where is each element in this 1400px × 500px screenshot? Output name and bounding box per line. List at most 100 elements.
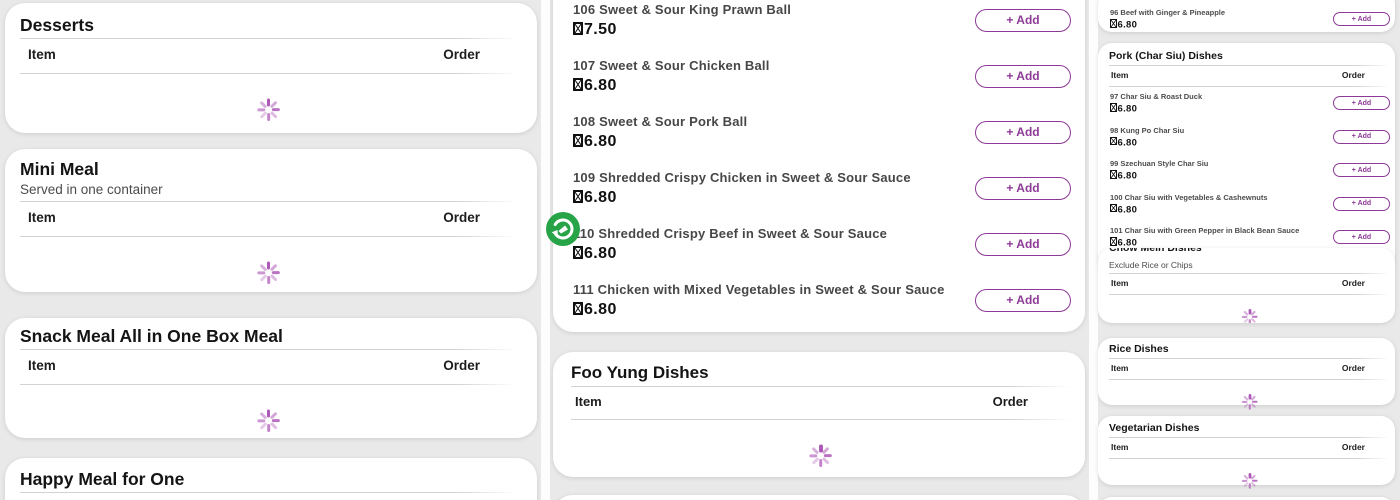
menu-item-row: 108 Sweet & Sour Pork Ball 6.80 + Add [571, 104, 1071, 160]
menu-item-info: 109 Shredded Crispy Chicken in Sweet & S… [573, 170, 911, 207]
item-column-header: Item [28, 358, 56, 373]
column-gap-strip [1089, 0, 1098, 500]
menu-section-card-chow-mein: Chow Mein Dishes Exclude Rice or Chips I… [1098, 248, 1395, 323]
menu-item-name: 96 Beef with Ginger & Pineapple [1110, 8, 1226, 17]
menu-item-name: 109 Shredded Crispy Chicken in Sweet & S… [573, 169, 911, 185]
currency-tofu-glyph [573, 301, 583, 315]
add-to-order-button[interactable]: + Add [975, 8, 1071, 32]
add-to-order-button[interactable]: + Add [1333, 230, 1390, 245]
menu-item-name: 99 Szechuan Style Char Siu [1110, 159, 1209, 168]
menu-item-row: 97 Char Siu & Roast Duck 6.80 + Add [1109, 87, 1390, 121]
loading-spinner-icon [257, 261, 281, 285]
divider [20, 73, 517, 74]
menu-item-name: 111 Chicken with Mixed Vegetables in Swe… [573, 281, 945, 297]
menu-item-row: 107 Sweet & Sour Chicken Ball 6.80 + Add [571, 48, 1071, 104]
divider [20, 349, 517, 350]
divider [1109, 458, 1390, 459]
section-title: Foo Yung Dishes [571, 363, 709, 382]
section-subtitle: Exclude Rice or Chips [1109, 260, 1193, 270]
menu-item-price: 6.80 [1110, 237, 1299, 249]
menu-section-card-sweet-and-sour: 106 Sweet & Sour King Prawn Ball 7.50 + … [553, 0, 1085, 332]
order-column-header: Order [1341, 278, 1365, 288]
add-to-order-button[interactable]: + Add [1333, 196, 1390, 211]
menu-section-card-rice: Rice Dishes Item Order [1098, 338, 1395, 410]
menu-item-row: 110 Shredded Crispy Beef in Sweet & Sour… [571, 216, 1071, 272]
order-column-header: Order [1341, 70, 1365, 80]
divider [1109, 65, 1390, 66]
menu-item-price: 6.80 [573, 132, 747, 151]
add-to-order-button[interactable]: + Add [975, 232, 1071, 256]
currency-tofu-glyph [1110, 237, 1117, 246]
menu-item-price: 6.80 [1110, 19, 1225, 31]
floating-widget-button[interactable] [546, 212, 580, 246]
menu-item-price: 6.80 [1110, 170, 1208, 182]
add-to-order-button[interactable]: + Add [975, 120, 1071, 144]
loading-spinner-icon [1241, 394, 1258, 411]
table-header-row: Item Order [20, 39, 517, 70]
currency-tofu-glyph [573, 133, 583, 147]
menu-item-price: 6.80 [573, 188, 911, 207]
menu-item-info: 107 Sweet & Sour Chicken Ball 6.80 [573, 58, 770, 95]
currency-tofu-glyph [573, 21, 583, 35]
loading-spinner-icon [809, 444, 833, 468]
add-to-order-button[interactable]: + Add [1333, 96, 1390, 111]
menu-item-row: 100 Char Siu with Vegetables & Cashewnut… [1109, 188, 1390, 222]
table-header-row: Item Order [571, 387, 1071, 416]
currency-tofu-glyph [1110, 103, 1117, 112]
item-column-header: Item [1111, 278, 1129, 288]
menu-section-card-foo-yung: Foo Yung Dishes Item Order [553, 352, 1085, 477]
circular-arrow-icon [546, 212, 580, 246]
divider [1109, 379, 1390, 380]
add-to-order-button[interactable]: + Add [975, 64, 1071, 88]
menu-item-price: 6.80 [1110, 203, 1268, 216]
partially-visible-card [1098, 497, 1395, 500]
order-column-header: Order [443, 210, 480, 225]
divider [20, 38, 517, 39]
menu-item-price: 6.80 [1110, 103, 1202, 115]
add-to-order-button[interactable]: + Add [975, 288, 1071, 312]
section-subtitle: Served in one container [20, 182, 163, 197]
section-title: Chow Mein Dishes [1109, 248, 1202, 254]
add-to-order-button[interactable]: + Add [1333, 12, 1390, 27]
add-to-order-button[interactable]: + Add [1333, 129, 1390, 144]
menu-item-info: 101 Char Siu with Green Pepper in Black … [1110, 226, 1299, 249]
menu-section-card-desserts: Desserts Item Order [5, 3, 537, 133]
divider [20, 236, 517, 237]
divider [1109, 273, 1390, 274]
add-to-order-button[interactable]: + Add [975, 176, 1071, 200]
menu-item-price: 6.80 [1110, 136, 1184, 149]
menu-section-card-snack-meal: Snack Meal All in One Box Meal Item Orde… [5, 318, 537, 438]
divider [1109, 86, 1390, 87]
order-column-header: Order [443, 358, 480, 373]
table-header-row: Item Order [1109, 438, 1390, 455]
menu-item-row: 101 Char Siu with Green Pepper in Black … [1109, 221, 1390, 255]
section-title: Snack Meal All in One Box Meal [20, 326, 283, 346]
currency-tofu-glyph [1110, 19, 1117, 28]
divider [20, 384, 517, 385]
menu-item-info: 108 Sweet & Sour Pork Ball 6.80 [573, 114, 747, 151]
currency-tofu-glyph [573, 245, 583, 259]
item-column-header: Item [1111, 70, 1129, 80]
loading-spinner-icon [257, 409, 281, 433]
section-title: Rice Dishes [1109, 343, 1169, 355]
table-header-row: Item Order [1109, 66, 1390, 83]
menu-item-info: 98 Kung Po Char Siu 6.80 [1110, 126, 1184, 149]
menu-item-info: 96 Beef with Ginger & Pineapple 6.80 [1110, 8, 1225, 31]
menu-section-card-happy-meal: Happy Meal for One [5, 458, 537, 500]
section-title: Pork (Char Siu) Dishes [1109, 50, 1223, 62]
menu-item-price: 7.50 [573, 20, 791, 39]
currency-tofu-glyph [1110, 136, 1117, 145]
item-column-header: Item [1111, 442, 1129, 452]
menu-item-name: 106 Sweet & Sour King Prawn Ball [573, 1, 792, 17]
table-header-row: Item Order [20, 202, 517, 233]
currency-tofu-glyph [1110, 170, 1117, 179]
menu-item-row: 109 Shredded Crispy Chicken in Sweet & S… [571, 160, 1071, 216]
menu-item-name: 98 Kung Po Char Siu [1110, 125, 1185, 135]
menu-item-info: 110 Shredded Crispy Beef in Sweet & Sour… [573, 226, 887, 263]
section-title: Desserts [20, 15, 94, 35]
item-column-header: Item [28, 210, 56, 225]
menu-section-card-beef: 96 Beef with Ginger & Pineapple 6.80 + A… [1098, 0, 1395, 32]
order-column-header: Order [992, 394, 1028, 409]
loading-spinner-icon [257, 98, 281, 122]
add-to-order-button[interactable]: + Add [1333, 163, 1390, 178]
